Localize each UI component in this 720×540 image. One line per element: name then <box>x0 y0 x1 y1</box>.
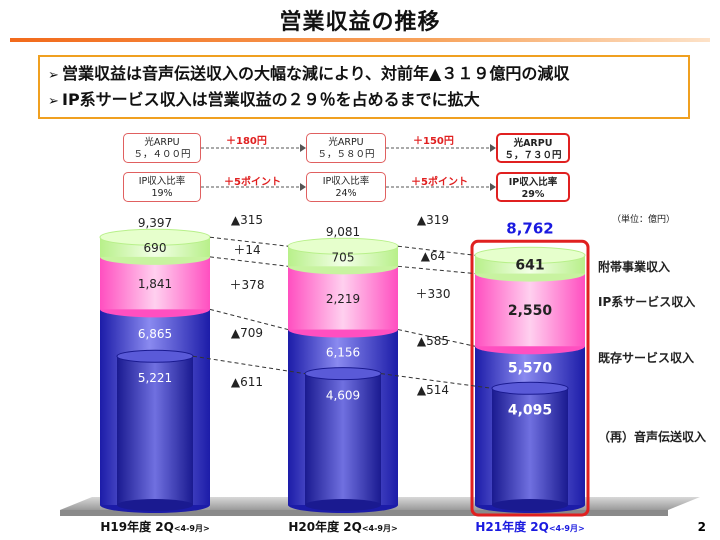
ip-change-label: ＋378 <box>230 278 265 292</box>
ancillary-value-label: 641 <box>515 257 544 273</box>
arpu-value: ５，７３０円 <box>504 150 562 161</box>
summary-line-1: ➢ 営業収益は音声伝送収入の大幅な減により、対前年▲３１９億円の減収 <box>48 61 688 87</box>
ip-ratio-label: IP収入比率 <box>508 177 558 188</box>
legend-label: 既存サービス収入 <box>598 350 694 365</box>
arpu-label: 光ARPU <box>328 137 364 148</box>
bar-ip <box>288 266 398 330</box>
category-name: H21年度 2Q <box>475 519 548 534</box>
chart-floor-edge <box>60 510 668 516</box>
voice-connector <box>380 373 493 389</box>
bar-ip <box>100 256 210 310</box>
category-period: <4-9月> <box>549 524 585 533</box>
category-label: H21年度 2Q<4-9月> <box>475 519 584 534</box>
category-label: H19年度 2Q<4-9月> <box>100 519 209 534</box>
total-value-label: 9,397 <box>138 216 172 230</box>
ip-connector <box>397 329 476 347</box>
summary-line-2: ➢ IP系サービス収入は営業収益の２９％を占めるまでに拡大 <box>48 87 688 113</box>
legend-label: IP系サービス収入 <box>598 294 695 309</box>
arrow-bullet-icon: ➢ <box>48 68 59 83</box>
bar-voice-base <box>117 499 193 511</box>
ancillary-change-label: ＋14 <box>233 243 260 257</box>
ip-ratio-change-2: ＋5ポイント <box>411 177 468 188</box>
total-change-label: ▲319 <box>417 213 449 227</box>
existing-value-label: 6,156 <box>326 346 360 360</box>
arpu-label: 光ARPU <box>144 137 180 148</box>
ip-ratio-box-h19: IP収入比率 19% <box>123 172 201 202</box>
bar-voice <box>117 356 193 505</box>
arpu-change-2: ＋150円 <box>413 136 454 147</box>
title-underline <box>10 38 710 42</box>
total-connector <box>397 245 476 256</box>
bar-voice-base <box>305 499 381 511</box>
arpu-value: ５，４００円 <box>133 149 191 160</box>
ancillary-value-label: 705 <box>332 250 355 264</box>
legend-label: 附帯事業収入 <box>598 259 670 274</box>
voice-change-label: ▲611 <box>231 375 263 389</box>
arpu-change-1: ＋180円 <box>226 136 267 147</box>
ip-ratio-label: IP収入比率 <box>322 176 370 187</box>
summary-text-2: IP系サービス収入は営業収益の２９％を占めるまでに拡大 <box>62 90 480 109</box>
ip-ratio-value: 29% <box>521 189 545 200</box>
ip-ratio-value: 19% <box>151 188 173 199</box>
bar-ip <box>475 273 585 347</box>
total-change-label: ▲315 <box>231 213 263 227</box>
bar-voice-top <box>116 349 194 363</box>
existing-change-label: ▲709 <box>231 326 263 340</box>
unit-note: （単位：億円） <box>612 215 676 225</box>
ip-ratio-box-h21: IP収入比率 29% <box>496 172 570 202</box>
voice-value-label: 5,221 <box>138 371 172 385</box>
legend-label: （再）音声伝送収入 <box>598 429 706 444</box>
voice-change-label: ▲514 <box>417 383 449 397</box>
ip-ratio-change-1: ＋5ポイント <box>224 177 281 188</box>
current-period-highlight <box>470 239 590 517</box>
summary-text-1: 営業収益は音声伝送収入の大幅な減により、対前年▲３１９億円の減収 <box>62 64 570 83</box>
total-value-label: 8,762 <box>506 219 553 237</box>
total-connector <box>209 236 289 247</box>
category-name: H19年度 2Q <box>100 519 173 534</box>
ip-ratio-value: 24% <box>335 188 357 199</box>
existing-change-label: ▲585 <box>417 334 449 348</box>
arpu-value: ５，５８０円 <box>317 149 375 160</box>
ancillary-connector <box>209 256 289 267</box>
voice-value-label: 4,609 <box>326 389 360 403</box>
bar-voice-base <box>492 499 568 511</box>
arrow-bullet-icon: ➢ <box>48 94 59 109</box>
ip-value-label: 1,841 <box>138 277 172 291</box>
bar-voice <box>305 373 381 505</box>
page-title: 営業収益の推移 <box>279 10 441 35</box>
category-period: <4-9月> <box>174 524 210 533</box>
category-period: <4-9月> <box>362 524 398 533</box>
ancillary-value-label: 690 <box>144 241 167 255</box>
ip-value-label: 2,219 <box>326 292 360 306</box>
category-label: H20年度 2Q<4-9月> <box>288 519 397 534</box>
ip-change-label: ＋330 <box>416 287 451 301</box>
arpu-box-h21: 光ARPU ５，７３０円 <box>496 133 570 163</box>
ip-ratio-label: IP収入比率 <box>138 176 186 187</box>
page-number: 2 <box>697 520 706 534</box>
category-name: H20年度 2Q <box>288 519 361 534</box>
existing-value-label: 6,865 <box>138 327 172 341</box>
voice-connector <box>192 355 306 375</box>
existing-value-label: 5,570 <box>508 360 553 376</box>
bar-voice <box>492 388 568 505</box>
ancillary-change-label: ▲64 <box>421 249 446 263</box>
ip-value-label: 2,550 <box>508 303 553 319</box>
arpu-box-h20: 光ARPU ５，５８０円 <box>306 133 386 163</box>
ip-ratio-box-h20: IP収入比率 24% <box>306 172 386 202</box>
arpu-label: 光ARPU <box>513 138 553 149</box>
total-value-label: 9,081 <box>326 225 360 239</box>
bar-voice-top <box>491 381 569 395</box>
arpu-box-h19: 光ARPU ５，４００円 <box>123 133 201 163</box>
voice-value-label: 4,095 <box>508 402 552 418</box>
summary-box: ➢ 営業収益は音声伝送収入の大幅な減により、対前年▲３１９億円の減収 ➢ IP系サー… <box>38 55 690 119</box>
ancillary-connector <box>397 265 476 275</box>
bar-voice-top <box>304 367 382 381</box>
